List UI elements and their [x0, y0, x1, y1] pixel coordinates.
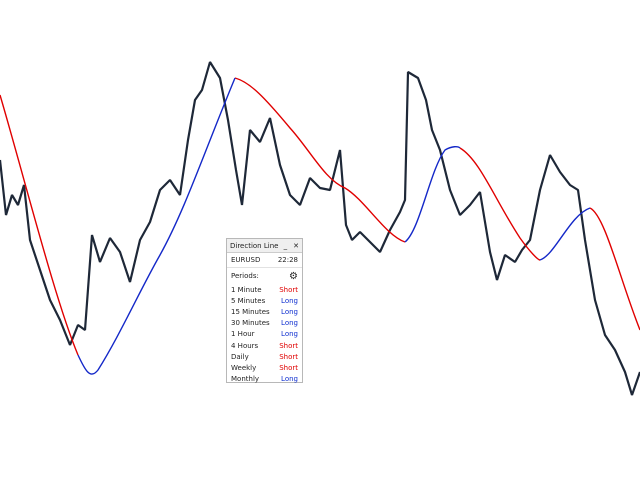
direction: Short [279, 341, 298, 350]
panel-title-bar: Direction Line _ ✕ [227, 239, 302, 253]
period-row: 4 Hours Short [227, 340, 302, 351]
period-row: 1 Minute Short [227, 284, 302, 295]
period-row: 1 Hour Long [227, 329, 302, 340]
period-row: 5 Minutes Long [227, 295, 302, 306]
minimize-button[interactable]: _ [283, 241, 288, 250]
direction: Short [279, 285, 298, 294]
close-button[interactable]: ✕ [293, 241, 299, 250]
period-name: Weekly [231, 363, 257, 372]
direction: Long [281, 375, 298, 384]
direction: Long [281, 296, 298, 305]
direction: Long [281, 330, 298, 339]
direction-line-short [0, 77, 640, 356]
period-name: Monthly [231, 375, 260, 384]
period-name: 15 Minutes [231, 307, 270, 316]
direction: Long [281, 307, 298, 316]
period-row: 15 Minutes Long [227, 306, 302, 317]
period-list: 1 Minute Short 5 Minutes Long 15 Minutes Long… [227, 284, 302, 385]
direction: Long [281, 319, 298, 328]
period-name: 30 Minutes [231, 319, 270, 328]
time: 22:28 [277, 256, 298, 264]
period-row: Weekly Short [227, 362, 302, 373]
period-name: Daily [231, 352, 249, 361]
direction-line-long [77, 77, 591, 375]
direction-panel: Direction Line _ ✕ EURUSD 22:28 Periods: … [226, 238, 303, 383]
period-row: Monthly Long [227, 374, 302, 385]
period-name: 4 Hours [231, 341, 259, 350]
settings-button[interactable]: ⚙ [289, 270, 298, 282]
price-candles [0, 61, 640, 396]
symbol: EURUSD [231, 256, 261, 264]
period-name: 5 Minutes [231, 296, 266, 305]
period-row: 30 Minutes Long [227, 318, 302, 329]
direction: Short [279, 363, 298, 372]
panel-title: Direction Line [230, 241, 279, 250]
period-name: 1 Hour [231, 330, 255, 339]
symbol-row: EURUSD 22:28 [227, 253, 302, 268]
direction: Short [279, 352, 298, 361]
periods-label: Periods: [231, 272, 259, 280]
periods-header: Periods: ⚙ [227, 268, 302, 284]
period-name: 1 Minute [231, 285, 262, 294]
period-row: Daily Short [227, 351, 302, 362]
